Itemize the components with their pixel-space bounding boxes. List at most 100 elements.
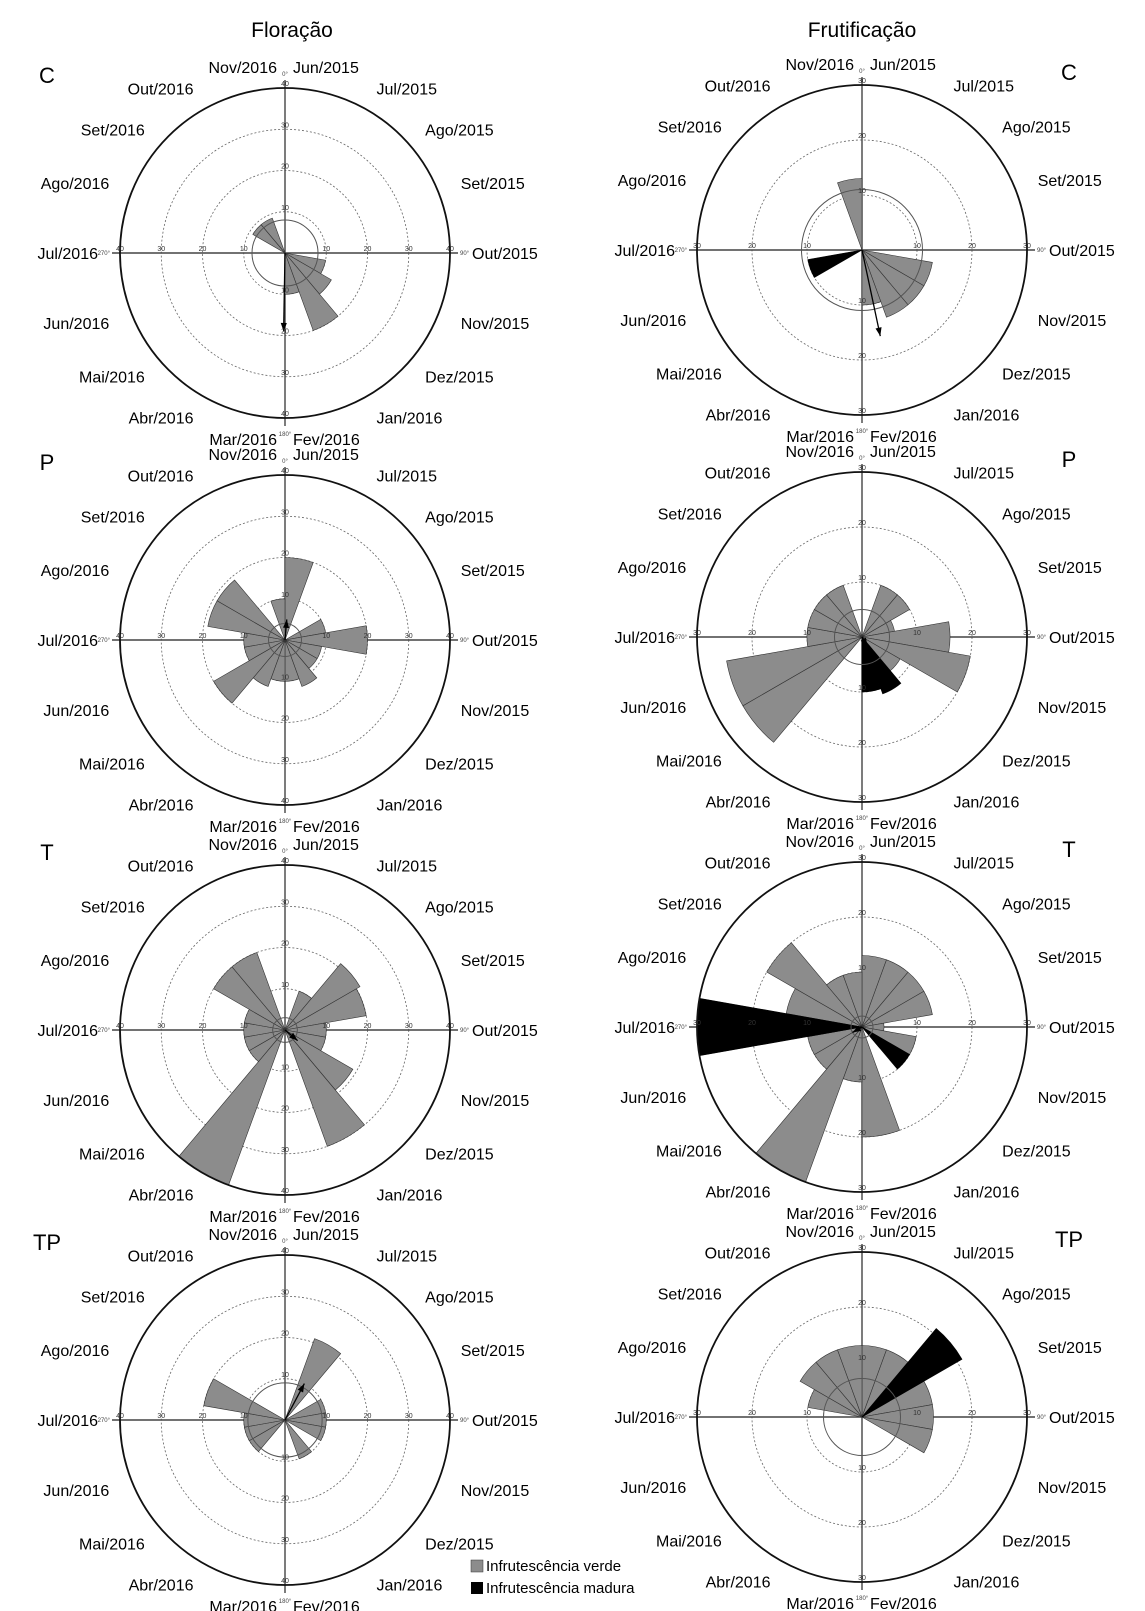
panel-label: TP [1055, 1227, 1083, 1252]
tick-label: 10 [240, 1023, 248, 1030]
tick-label: 10 [240, 1413, 248, 1420]
month-label-Fev/2016: Fev/2016 [870, 429, 937, 446]
month-label-Fev/2016: Fev/2016 [293, 432, 360, 449]
month-label-Jun/2015: Jun/2015 [293, 837, 359, 854]
degree-label: 0° [859, 1236, 865, 1242]
month-label-Jun/2015: Jun/2015 [870, 57, 936, 74]
tick-label: 20 [968, 243, 976, 250]
tick-label: 20 [858, 133, 866, 140]
month-label-Mar/2016: Mar/2016 [209, 432, 277, 449]
month-label-Ago/2015: Ago/2015 [1002, 1286, 1071, 1303]
tick-label: 20 [364, 1023, 372, 1030]
tick-label: 10 [858, 575, 866, 582]
degree-label: 180° [856, 1596, 869, 1602]
month-label-Jun/2016: Jun/2016 [43, 316, 109, 333]
month-label-Jan/2016: Jan/2016 [377, 1577, 443, 1594]
month-label-Jul/2016: Jul/2016 [38, 633, 99, 650]
tick-label: 30 [281, 1147, 289, 1154]
month-label-Out/2015: Out/2015 [1049, 630, 1115, 647]
bar-green-Fev/2016 [861, 1026, 900, 1138]
month-label-Jul/2015: Jul/2015 [377, 859, 438, 876]
bar-green-Jan/2016 [284, 639, 318, 687]
month-label-Out/2016: Out/2016 [128, 469, 194, 486]
month-label-Jun/2016: Jun/2016 [620, 1480, 686, 1497]
degree-label: 270° [98, 1028, 111, 1034]
column-title-frutificacao: Frutificação [808, 19, 917, 42]
tick-label: 40 [446, 633, 454, 640]
rose-panels: C 10 10 10 10 20 20 20 20 30 30 30 30 40 40 40 40 0° 90° 18… [33, 57, 1115, 1611]
tick-label: 30 [858, 1185, 866, 1192]
month-label-Nov/2015: Nov/2015 [1038, 1090, 1107, 1107]
month-label-Jan/2016: Jan/2016 [954, 1184, 1020, 1201]
tick-label: 30 [405, 1023, 413, 1030]
month-label-Jun/2015: Jun/2015 [293, 447, 359, 464]
tick-label: 10 [803, 630, 811, 637]
month-label-Nov/2016: Nov/2016 [786, 1224, 855, 1241]
degree-label: 270° [675, 248, 688, 254]
month-label-Ago/2016: Ago/2016 [41, 176, 110, 193]
month-label-Dez/2015: Dez/2015 [1002, 754, 1071, 771]
tick-label: 20 [968, 630, 976, 637]
mean-vector-arrowhead [282, 619, 290, 629]
tick-label: 30 [858, 1575, 866, 1582]
month-label-Set/2016: Set/2016 [81, 899, 145, 916]
month-label-Abr/2016: Abr/2016 [706, 1184, 771, 1201]
tick-label: 20 [858, 1130, 866, 1137]
degree-label: 180° [279, 819, 292, 825]
bar-green-Jun/2016 [726, 636, 863, 707]
panel-label: T [40, 840, 53, 865]
bar-green-Nov/2015 [861, 636, 971, 693]
column-title-floracao: Floração [251, 19, 333, 42]
tick-label: 30 [693, 1020, 701, 1027]
tick-label: 10 [281, 592, 289, 599]
month-label-Jun/2016: Jun/2016 [620, 1090, 686, 1107]
month-label-Nov/2015: Nov/2015 [461, 1093, 530, 1110]
month-label-Out/2015: Out/2015 [1049, 1410, 1115, 1427]
month-label-Jan/2016: Jan/2016 [954, 794, 1020, 811]
degree-label: 180° [856, 816, 869, 822]
month-label-Nov/2016: Nov/2016 [209, 447, 278, 464]
degree-label: 180° [856, 429, 869, 435]
outer-circle [119, 474, 451, 806]
month-label-Jul/2016: Jul/2016 [38, 1413, 99, 1430]
bar-mature-Fev/2016 [861, 636, 882, 693]
tick-label: 20 [281, 164, 289, 171]
month-label-Set/2016: Set/2016 [658, 119, 722, 136]
month-label-Nov/2015: Nov/2015 [1038, 313, 1107, 330]
bar-green-Nov/2016 [270, 598, 286, 641]
tick-label: 30 [858, 855, 866, 862]
month-label-Mai/2016: Mai/2016 [656, 1534, 722, 1551]
month-label-Jul/2016: Jul/2016 [38, 246, 99, 263]
degree-label: 270° [675, 1415, 688, 1421]
tick-label: 20 [858, 910, 866, 917]
month-label-Jun/2016: Jun/2016 [43, 1093, 109, 1110]
month-label-Set/2016: Set/2016 [658, 896, 722, 913]
tick-label: 10 [281, 1064, 289, 1071]
degree-label: 0° [859, 456, 865, 462]
month-label-Fev/2016: Fev/2016 [870, 1206, 937, 1223]
tick-label: 20 [281, 941, 289, 948]
tick-label: 40 [446, 1023, 454, 1030]
month-label-Out/2016: Out/2016 [705, 466, 771, 483]
bar-green-Abr/2016 [755, 1026, 863, 1183]
tick-label: 30 [281, 899, 289, 906]
tick-label: 20 [858, 740, 866, 747]
month-label-Fev/2016: Fev/2016 [293, 819, 360, 836]
rose-panel-p-frutificacao: P1010101020202020303030300°90°180°270°Ju… [615, 444, 1115, 833]
month-label-Jul/2015: Jul/2015 [377, 1249, 438, 1266]
tick-label: 40 [281, 468, 289, 475]
tick-label: 30 [693, 243, 701, 250]
tick-label: 30 [157, 1413, 165, 1420]
degree-label: 270° [98, 638, 111, 644]
tick-label: 10 [240, 246, 248, 253]
bar-green-Nov/2016 [842, 971, 863, 1028]
bar-green-Out/2016 [231, 952, 286, 1031]
month-label-Jul/2015: Jul/2015 [954, 466, 1015, 483]
legend-swatch-green [470, 1559, 484, 1573]
tick-label: 30 [858, 78, 866, 85]
tick-label: 40 [116, 1413, 124, 1420]
tick-label: 30 [281, 757, 289, 764]
month-label-Nov/2015: Nov/2015 [461, 316, 530, 333]
outer-circle [696, 1251, 1028, 1583]
legend-swatch-mature [471, 1582, 483, 1594]
